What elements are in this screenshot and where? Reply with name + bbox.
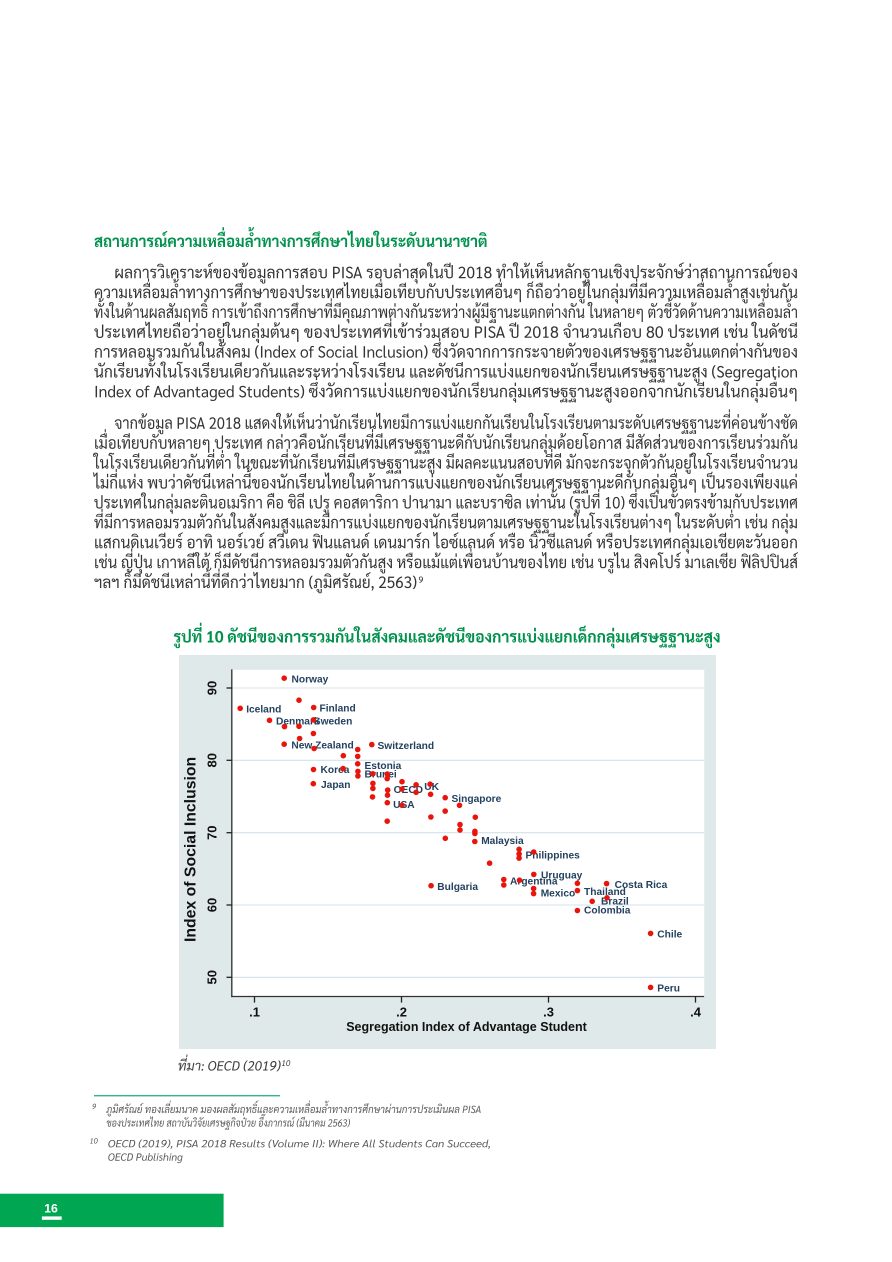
svg-text:Thailand: Thailand — [584, 887, 626, 898]
svg-text:Peru: Peru — [657, 984, 680, 995]
svg-text:.1: .1 — [249, 1005, 260, 1020]
svg-text:Finland: Finland — [320, 704, 356, 715]
svg-text:50: 50 — [205, 970, 220, 984]
svg-text:Uruguay: Uruguay — [541, 871, 583, 882]
svg-text:Index of Social Inclusion: Index of Social Inclusion — [183, 757, 200, 942]
svg-text:90: 90 — [205, 681, 220, 695]
svg-text:Korea: Korea — [321, 765, 350, 776]
svg-text:.3: .3 — [543, 1005, 554, 1020]
svg-text:80: 80 — [205, 753, 220, 767]
svg-text:Bulgaria: Bulgaria — [437, 882, 478, 893]
svg-text:UK: UK — [424, 782, 439, 793]
svg-text:Philippines: Philippines — [526, 851, 581, 862]
svg-text:Argentina: Argentina — [510, 877, 558, 888]
svg-text:Sweden: Sweden — [314, 717, 353, 728]
svg-text:Iceland: Iceland — [246, 705, 281, 716]
svg-text:Norway: Norway — [292, 674, 329, 685]
svg-text:70: 70 — [205, 825, 220, 839]
svg-text:Singapore: Singapore — [452, 794, 502, 805]
svg-text:60: 60 — [205, 898, 220, 912]
svg-text:Chile: Chile — [657, 930, 682, 941]
svg-text:Malaysia: Malaysia — [481, 836, 524, 847]
svg-text:Segregation Index of Advantage: Segregation Index of Advantage Student — [346, 1020, 587, 1034]
svg-text:Estonia: Estonia — [365, 761, 402, 772]
svg-text:Brazil: Brazil — [601, 896, 629, 907]
svg-text:Costa Rica: Costa Rica — [615, 880, 668, 891]
svg-text:Brunei: Brunei — [365, 769, 397, 780]
svg-text:Switzerland: Switzerland — [378, 741, 435, 752]
svg-text:Denmark: Denmark — [276, 717, 320, 728]
svg-text:Mexico: Mexico — [541, 889, 576, 900]
svg-text:.4: .4 — [690, 1005, 702, 1020]
svg-text:New Zealand: New Zealand — [291, 740, 353, 751]
svg-text:Colombia: Colombia — [584, 905, 631, 916]
svg-text:.2: .2 — [396, 1005, 407, 1020]
svg-text:Japan: Japan — [321, 780, 350, 791]
svg-text:16: 16 — [44, 1202, 58, 1216]
svg-text:OECD: OECD — [394, 785, 423, 796]
